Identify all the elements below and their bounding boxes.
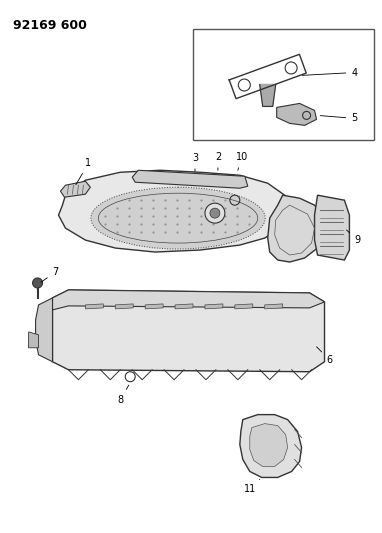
Text: 5: 5 xyxy=(320,114,358,123)
Polygon shape xyxy=(265,304,283,309)
Text: 10: 10 xyxy=(236,152,248,170)
Text: 11: 11 xyxy=(244,479,260,495)
Polygon shape xyxy=(52,290,325,310)
Polygon shape xyxy=(58,170,290,252)
Polygon shape xyxy=(60,181,91,197)
Text: 92169 600: 92169 600 xyxy=(13,19,87,31)
Text: 3: 3 xyxy=(192,154,198,172)
Bar xyxy=(193,29,374,140)
Polygon shape xyxy=(29,332,39,348)
Polygon shape xyxy=(175,304,193,309)
Polygon shape xyxy=(86,304,103,309)
Text: 1: 1 xyxy=(76,158,91,185)
Polygon shape xyxy=(36,298,52,362)
Polygon shape xyxy=(52,290,325,372)
Circle shape xyxy=(210,208,220,218)
Text: 7: 7 xyxy=(41,267,58,282)
Text: 4: 4 xyxy=(303,68,358,77)
Polygon shape xyxy=(268,195,325,262)
Polygon shape xyxy=(314,195,350,260)
Text: 6: 6 xyxy=(317,347,333,365)
Circle shape xyxy=(32,278,42,288)
Polygon shape xyxy=(132,170,248,188)
Polygon shape xyxy=(260,84,276,107)
Polygon shape xyxy=(145,304,163,309)
Text: 9: 9 xyxy=(346,230,361,245)
Polygon shape xyxy=(277,103,317,125)
Text: 2: 2 xyxy=(215,152,221,170)
Polygon shape xyxy=(205,304,223,309)
Polygon shape xyxy=(240,415,302,478)
Polygon shape xyxy=(235,304,253,309)
Polygon shape xyxy=(115,304,133,309)
Ellipse shape xyxy=(91,187,265,249)
Polygon shape xyxy=(250,424,288,466)
Text: 8: 8 xyxy=(117,385,129,405)
Circle shape xyxy=(205,203,225,223)
